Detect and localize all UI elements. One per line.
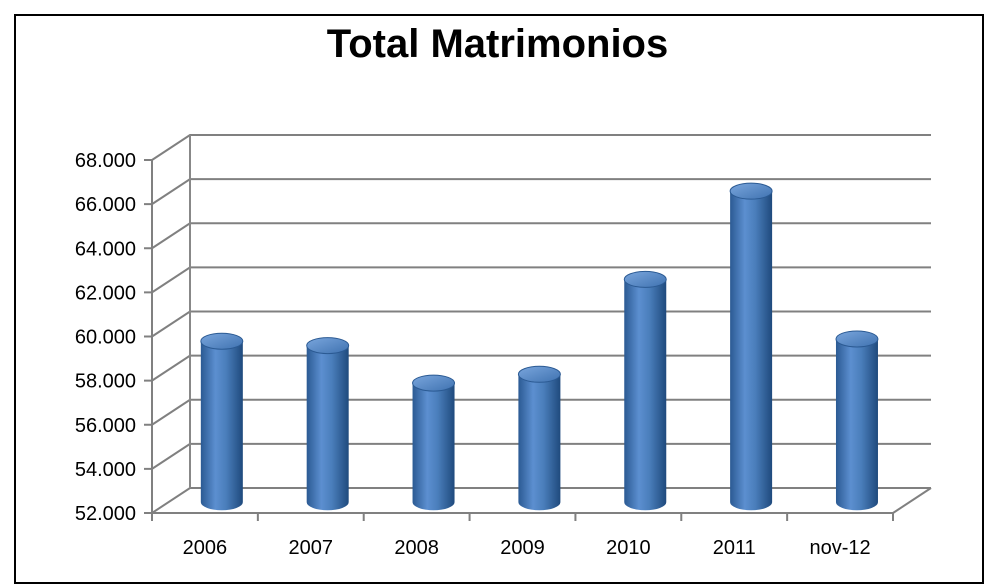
- y-tick-label: 52.000: [75, 503, 136, 525]
- y-tick-label: 54.000: [75, 459, 136, 481]
- bar: [412, 374, 456, 511]
- x-tick-label: 2010: [606, 537, 651, 559]
- x-tick-label: 2007: [289, 537, 334, 559]
- gridline: [151, 222, 931, 250]
- bar: [623, 270, 667, 511]
- x-tick-label: 2008: [394, 537, 439, 559]
- bar-body: [518, 374, 561, 511]
- bar-cap: [835, 330, 879, 348]
- x-tick-label: 2009: [500, 537, 545, 559]
- y-tick-label: 68.000: [75, 150, 136, 172]
- gridline: [151, 134, 931, 161]
- bar: [835, 330, 879, 511]
- y-tick-label: 58.000: [75, 371, 136, 393]
- bar: [306, 337, 350, 511]
- bar-cap: [517, 365, 561, 383]
- x-tick-label: 2011: [713, 537, 756, 559]
- y-tick-label: 66.000: [75, 194, 136, 216]
- chart-title: Total Matrimonios: [326, 22, 669, 66]
- bar: [517, 365, 561, 511]
- bar-cap: [729, 182, 773, 200]
- x-tick-label: 2006: [183, 537, 228, 559]
- bar: [729, 182, 773, 511]
- bar: [200, 332, 244, 511]
- y-tick-label: 64.000: [75, 238, 136, 260]
- bar-cap: [200, 332, 244, 350]
- x-tick-label: nov-12: [809, 537, 870, 559]
- bar-cap: [412, 374, 456, 392]
- y-tick-label: 56.000: [75, 415, 136, 437]
- gridline: [151, 178, 931, 205]
- bar-body: [835, 338, 878, 511]
- bar-body: [200, 341, 243, 511]
- bar-body: [306, 345, 349, 511]
- y-tick-label: 62.000: [75, 282, 136, 304]
- gridline: [151, 310, 931, 338]
- bar-body: [730, 191, 773, 511]
- y-tick-label: 60.000: [75, 327, 136, 349]
- floor-right-edge: [892, 487, 932, 514]
- bar-body: [412, 383, 455, 511]
- bar-body: [624, 279, 667, 511]
- bar-cap: [306, 337, 350, 355]
- gridline: [151, 266, 931, 294]
- bar-cap: [623, 270, 667, 288]
